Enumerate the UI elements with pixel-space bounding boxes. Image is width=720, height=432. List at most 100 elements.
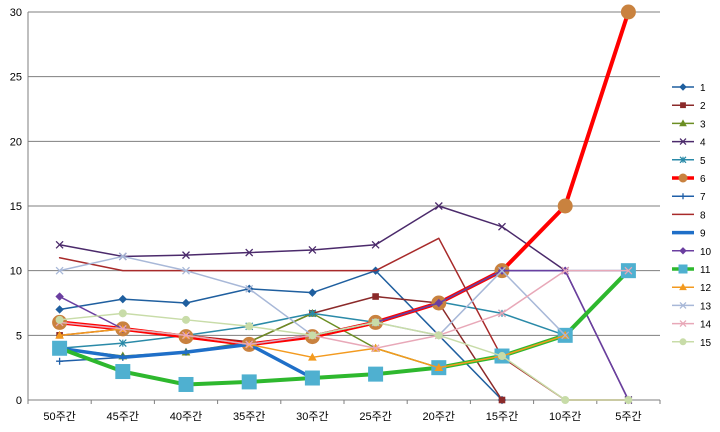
- legend-item: 15: [672, 338, 712, 349]
- legend-item: 3: [672, 119, 706, 130]
- legend-item: 12: [672, 283, 712, 294]
- legend-marker: [679, 119, 687, 127]
- data-point: [181, 298, 191, 308]
- x-tick-label: 20주간: [423, 410, 455, 423]
- data-point: [308, 246, 317, 254]
- legend-marker: [679, 320, 687, 328]
- data-point: [182, 315, 190, 324]
- legend-marker: [678, 264, 688, 274]
- legend-label: 10: [700, 247, 712, 258]
- legend-item: 9: [672, 229, 706, 240]
- y-tick-label: 10: [10, 266, 22, 278]
- legend-item: 2: [672, 101, 706, 112]
- data-point: [241, 374, 257, 390]
- data-point: [371, 344, 380, 353]
- legend-label: 6: [700, 174, 706, 185]
- data-point: [304, 370, 320, 386]
- data-point: [561, 396, 570, 404]
- legend-marker: [679, 283, 687, 291]
- data-point: [498, 309, 506, 318]
- legend-item: 1: [672, 83, 706, 94]
- series-line: [58, 312, 630, 401]
- legend-label: 9: [700, 229, 706, 240]
- legend-marker: [679, 338, 687, 346]
- x-tick-label: 35주간: [233, 410, 265, 423]
- data-point: [624, 396, 633, 404]
- data-point: [498, 222, 506, 231]
- data-point: [434, 363, 444, 371]
- legend-label: 14: [700, 320, 712, 331]
- axes: [27, 12, 661, 404]
- legend-label: 15: [700, 338, 712, 349]
- legend-item: 13: [672, 301, 712, 312]
- data-point: [118, 294, 128, 304]
- data-point: [308, 352, 317, 361]
- data-point: [620, 4, 636, 20]
- legend-marker: [680, 193, 686, 200]
- legend-label: 12: [700, 283, 712, 294]
- series-line: [58, 269, 630, 350]
- data-point: [624, 266, 633, 275]
- data-point: [434, 331, 443, 340]
- x-tick-label: 15주간: [486, 410, 518, 423]
- data-point: [52, 340, 68, 356]
- data-point: [371, 318, 380, 327]
- data-point: [498, 396, 506, 404]
- legend-item: 8: [672, 210, 706, 221]
- data-point: [245, 340, 254, 349]
- data-point: [115, 364, 131, 380]
- data-point: [557, 198, 573, 214]
- data-point: [55, 266, 64, 275]
- series-line: [57, 342, 315, 380]
- series-lines: [52, 4, 636, 405]
- series-15: [55, 309, 633, 404]
- data-point: [118, 339, 127, 348]
- legend-marker: [679, 138, 687, 146]
- legend-label: 11: [700, 265, 711, 276]
- data-point: [498, 266, 506, 275]
- data-point: [308, 309, 317, 318]
- y-tick-label: 25: [10, 72, 22, 84]
- series-4: [55, 202, 633, 404]
- series-line: [58, 269, 630, 350]
- data-point: [368, 366, 384, 382]
- x-tick-labels: 50주간 45주간 40주간 35주간 30주간 25주간 20주간 15주간 10주간 5주간: [43, 410, 641, 423]
- data-point: [118, 309, 127, 318]
- data-point: [245, 322, 254, 331]
- data-point: [372, 293, 379, 300]
- data-point: [178, 376, 194, 392]
- legend-marker: [679, 156, 687, 164]
- x-tick-label: 30주간: [296, 410, 328, 423]
- legend-label: 3: [700, 119, 706, 130]
- data-point: [308, 331, 317, 340]
- series-line: [58, 269, 503, 401]
- x-tick-label: 25주간: [359, 410, 391, 423]
- data-point: [55, 305, 64, 314]
- series-line: [57, 10, 631, 347]
- y-tick-label: 15: [10, 201, 22, 213]
- data-point: [182, 266, 190, 275]
- x-tick-label: 5주간: [615, 410, 641, 423]
- data-point: [118, 324, 127, 333]
- data-point: [561, 331, 570, 340]
- legend-label: 7: [700, 192, 706, 203]
- legend-item: 14: [672, 320, 712, 331]
- legend-item: 7: [672, 192, 706, 203]
- legend-label: 4: [700, 138, 706, 149]
- series-line: [58, 205, 630, 401]
- legend-label: 1: [700, 83, 706, 94]
- legend-marker: [679, 301, 687, 309]
- series-5: [55, 266, 633, 353]
- legend-item: 4: [672, 138, 706, 149]
- y-tick-label: 30: [10, 7, 22, 19]
- data-point: [498, 352, 506, 361]
- data-point: [182, 331, 190, 340]
- legend-marker: [679, 83, 687, 91]
- legend-label: 5: [700, 156, 706, 167]
- y-tick-label: 20: [10, 136, 22, 148]
- data-point: [308, 288, 317, 297]
- x-tick-label: 40주간: [170, 410, 202, 423]
- x-tick-label: 50주간: [43, 410, 75, 423]
- data-point: [434, 202, 443, 210]
